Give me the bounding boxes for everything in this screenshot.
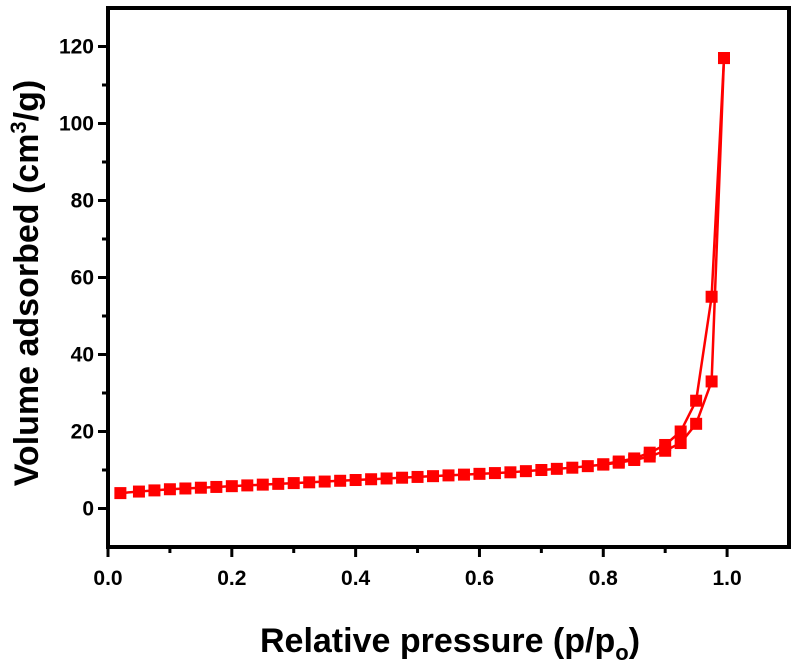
- data-point: [241, 479, 254, 492]
- data-point: [210, 480, 223, 493]
- data-point: [550, 462, 563, 475]
- y-tick-label: 0: [82, 498, 94, 521]
- data-point: [504, 466, 517, 479]
- data-point: [705, 375, 718, 388]
- data-point: [148, 484, 161, 497]
- data-point: [365, 473, 378, 486]
- data-point: [114, 487, 127, 500]
- data-point: [674, 437, 687, 450]
- y-tick-label: 40: [71, 344, 94, 367]
- data-point: [612, 455, 625, 468]
- data-point: [705, 290, 718, 303]
- data-point: [272, 477, 285, 490]
- data-point: [179, 482, 192, 495]
- x-tick-label: 0.4: [341, 567, 371, 590]
- data-point: [690, 394, 703, 407]
- data-point: [318, 475, 331, 488]
- y-tick-label: 100: [59, 113, 94, 136]
- y-tick-label: 20: [71, 421, 94, 444]
- data-point: [581, 460, 594, 473]
- x-axis-title: Relative pressure (p/po): [260, 622, 640, 664]
- data-point: [717, 52, 730, 65]
- data-point: [566, 461, 579, 474]
- y-axis-title-superscript: 3: [6, 121, 31, 133]
- x-tick-label: 0.6: [465, 567, 494, 590]
- data-point: [256, 478, 269, 491]
- axes: [106, 6, 791, 549]
- data-point: [411, 470, 424, 483]
- data-point: [287, 477, 300, 490]
- y-tick-label: 120: [59, 36, 94, 59]
- y-tick-label: 80: [71, 190, 94, 213]
- tick-labels: 0.0 0.2 0.4 0.6 0.8 1.0 0 20 40 60 80 100 120: [59, 36, 742, 591]
- data-point: [473, 467, 486, 480]
- data-point: [132, 485, 145, 498]
- tick-marks: [98, 45, 729, 557]
- data-point: [163, 483, 176, 496]
- data-point: [597, 458, 610, 471]
- data-point: [690, 417, 703, 430]
- data-point: [535, 464, 548, 476]
- data-point: [427, 470, 440, 483]
- data-point: [396, 471, 409, 484]
- series-line: [603, 57, 726, 466]
- data-series: [114, 52, 730, 500]
- y-axis-title-close: /g): [8, 80, 46, 122]
- data-point: [442, 469, 455, 482]
- x-tick-label: 1.0: [712, 567, 741, 590]
- data-point: [225, 480, 238, 493]
- x-axis-title-close: ): [629, 622, 640, 660]
- y-axis-title: Volume adsorbed (cm3/g): [6, 80, 46, 486]
- data-point: [334, 474, 347, 487]
- data-point: [303, 476, 316, 489]
- x-axis-title-subscript: o: [615, 640, 628, 664]
- data-point: [349, 474, 362, 487]
- data-point: [659, 438, 672, 451]
- data-point: [519, 465, 532, 478]
- data-point: [194, 481, 207, 494]
- data-point: [628, 452, 641, 465]
- x-tick-label: 0.2: [217, 567, 246, 590]
- data-point: [643, 446, 656, 459]
- data-point: [380, 472, 393, 485]
- series-line: [120, 58, 726, 495]
- x-tick-label: 0.0: [93, 567, 122, 590]
- x-tick-label: 0.8: [589, 567, 619, 590]
- data-point: [488, 467, 501, 480]
- data-point: [674, 425, 687, 438]
- y-tick-label: 60: [71, 267, 94, 290]
- plot-frame: [106, 6, 791, 549]
- data-point: [457, 468, 470, 481]
